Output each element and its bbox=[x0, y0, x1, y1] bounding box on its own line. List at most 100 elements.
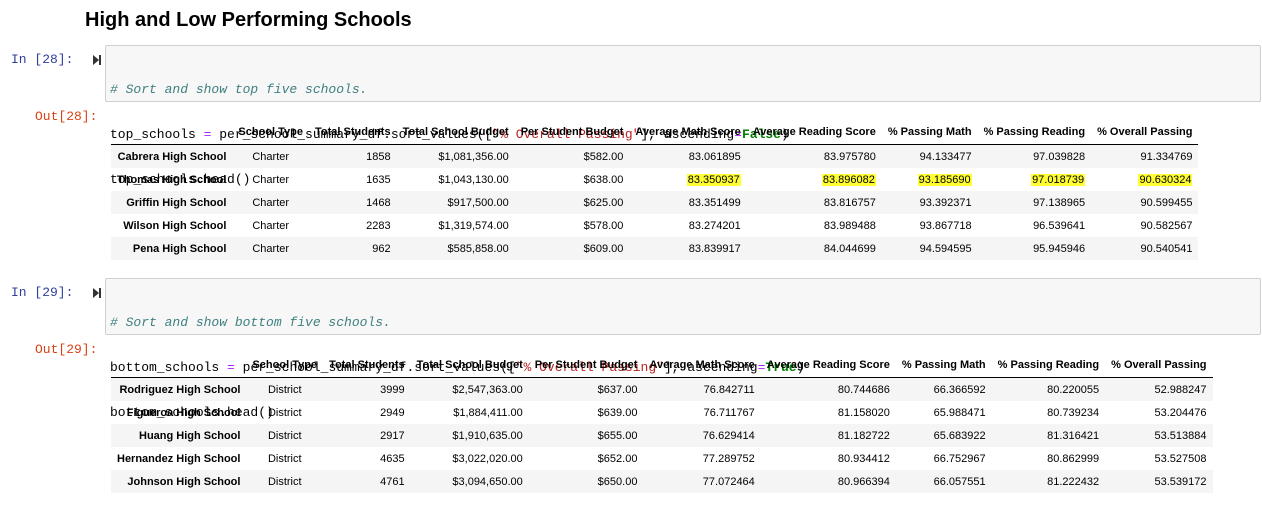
table-cell: 83.274201 bbox=[688, 219, 741, 232]
table-cell: 76.629414 bbox=[702, 429, 755, 442]
table-cell: 84.044699 bbox=[823, 242, 876, 255]
highlighted-value: 83.350937 bbox=[686, 173, 741, 186]
highlighted-value: 97.018739 bbox=[1031, 173, 1086, 186]
column-header: Average Reading Score bbox=[746, 120, 882, 145]
table-cell: 66.366592 bbox=[933, 383, 986, 396]
column-header: Average Math Score bbox=[643, 353, 761, 378]
top-schools-table: School Type Total Students Total School Bu… bbox=[111, 120, 1199, 260]
row-index-label: Cabrera High School bbox=[117, 150, 227, 163]
table-cell: 4761 bbox=[380, 475, 405, 488]
table-cell: 77.289752 bbox=[702, 452, 755, 465]
code-comment: # Sort and show top five schools. bbox=[110, 82, 368, 97]
table-cell: 95.945946 bbox=[1033, 242, 1086, 255]
table-cell: 97.018739 bbox=[978, 168, 1091, 191]
table-cell: District bbox=[267, 429, 302, 442]
table-cell: 91.334769 bbox=[1140, 150, 1193, 163]
table-cell: $1,043,130.00 bbox=[438, 173, 509, 186]
table-cell: $637.00 bbox=[597, 383, 638, 396]
table-row: Figueroa High School District 2949 $1,884,4… bbox=[111, 401, 1213, 424]
table-cell: 94.594595 bbox=[919, 242, 972, 255]
table-cell: 80.220055 bbox=[1047, 383, 1100, 396]
table-row: Cabrera High School Charter 1858 $1,081,356… bbox=[111, 144, 1199, 168]
table-cell: $1,910,635.00 bbox=[452, 429, 523, 442]
row-index-label: Pena High School bbox=[132, 242, 227, 255]
table-cell: $1,081,356.00 bbox=[438, 150, 509, 163]
table-cell: 77.072464 bbox=[702, 475, 755, 488]
column-header: Total Students bbox=[309, 120, 397, 145]
table-cell: 66.752967 bbox=[933, 452, 986, 465]
header-row: School Type Total Students Total School Bu… bbox=[111, 120, 1199, 145]
section-heading: High and Low Performing Schools bbox=[85, 9, 412, 31]
code-cell-29[interactable]: # Sort and show bottom five schools. bot… bbox=[105, 278, 1261, 420]
table-cell: 83.350937 bbox=[629, 168, 746, 191]
table-cell: 80.966394 bbox=[837, 475, 890, 488]
table-cell: District bbox=[267, 383, 302, 396]
table-cell: 90.582567 bbox=[1140, 219, 1193, 232]
column-header bbox=[111, 353, 247, 378]
header-row: School Type Total Students Total School Bu… bbox=[111, 353, 1213, 378]
row-index-label: Rodriguez High School bbox=[119, 383, 241, 396]
table-cell: 81.182722 bbox=[837, 429, 890, 442]
table-cell: 65.683922 bbox=[933, 429, 986, 442]
table-cell: $638.00 bbox=[583, 173, 624, 186]
table-cell: 94.133477 bbox=[919, 150, 972, 163]
output-prompt-29: Out[29]: bbox=[35, 342, 98, 357]
table-cell: 1858 bbox=[366, 150, 391, 163]
table-row: Hernandez High School District 4635 $3,022,… bbox=[111, 447, 1213, 470]
table-row: Huang High School District 2917 $1,910,635.… bbox=[111, 424, 1213, 447]
table-cell: 962 bbox=[372, 242, 391, 255]
table-cell: 83.816757 bbox=[823, 196, 876, 209]
table-cell: 53.539172 bbox=[1154, 475, 1207, 488]
table-cell: $1,319,574.00 bbox=[438, 219, 509, 232]
column-header: % Passing Math bbox=[881, 120, 978, 145]
table-cell: 81.158020 bbox=[837, 406, 890, 419]
code-comment: # Sort and show bottom five schools. bbox=[110, 315, 391, 330]
column-header: % Overall Passing bbox=[1091, 120, 1199, 145]
table-cell: 83.989488 bbox=[823, 219, 876, 232]
table-cell: 80.862999 bbox=[1047, 452, 1100, 465]
code-cell-28[interactable]: # Sort and show top five schools. top_sc… bbox=[105, 45, 1261, 187]
row-index-label: Figueroa High School bbox=[126, 406, 241, 419]
column-header: % Overall Passing bbox=[1105, 353, 1213, 378]
table-cell: District bbox=[267, 406, 302, 419]
column-header: % Passing Math bbox=[895, 353, 992, 378]
table-cell: 83.975780 bbox=[823, 150, 876, 163]
table-cell: 97.039828 bbox=[1033, 150, 1086, 163]
row-index-label: Hernandez High School bbox=[117, 452, 241, 465]
column-header: Total Students bbox=[323, 353, 411, 378]
column-header: School Type bbox=[232, 120, 309, 145]
table-cell: 93.867718 bbox=[919, 219, 972, 232]
table-cell: Charter bbox=[252, 150, 290, 163]
row-index-label: Griffin High School bbox=[126, 196, 227, 209]
output-prompt-28: Out[28]: bbox=[35, 109, 98, 124]
input-prompt-28: In [28]: bbox=[11, 52, 74, 67]
table-cell: $578.00 bbox=[583, 219, 624, 232]
table-cell: 90.630324 bbox=[1091, 168, 1198, 191]
table-cell: 90.540541 bbox=[1140, 242, 1193, 255]
table-cell: 81.222432 bbox=[1047, 475, 1100, 488]
table-cell: $625.00 bbox=[583, 196, 624, 209]
column-header: School Type bbox=[246, 353, 324, 378]
table-row: Wilson High School Charter 2283 $1,319,574.… bbox=[111, 214, 1198, 237]
highlighted-value: 90.630324 bbox=[1138, 173, 1193, 186]
row-index-label: Wilson High School bbox=[123, 219, 227, 232]
highlighted-value: 93.185690 bbox=[917, 173, 972, 186]
table-cell: 90.599455 bbox=[1140, 196, 1193, 209]
table-cell: District bbox=[267, 475, 302, 488]
column-header: Per Student Budget bbox=[514, 120, 630, 145]
column-header: Total School Budget bbox=[396, 120, 515, 145]
table-cell: District bbox=[267, 452, 302, 465]
column-header: % Passing Reading bbox=[977, 120, 1092, 145]
table-cell: 80.739234 bbox=[1047, 406, 1100, 419]
column-header: % Passing Reading bbox=[991, 353, 1106, 378]
row-index-label: Johnson High School bbox=[127, 475, 241, 488]
table-cell: Charter bbox=[252, 242, 290, 255]
table-cell: $2,547,363.00 bbox=[452, 383, 523, 396]
table-cell: 83.839917 bbox=[688, 242, 741, 255]
run-cell-icon[interactable] bbox=[93, 288, 101, 298]
table-cell: 52.988247 bbox=[1154, 383, 1207, 396]
run-cell-icon[interactable] bbox=[93, 55, 101, 65]
table-cell: $3,022,020.00 bbox=[452, 452, 523, 465]
table-row: Griffin High School Charter 1468 $917,500.0… bbox=[111, 191, 1199, 214]
table-cell: 66.057551 bbox=[933, 475, 986, 488]
